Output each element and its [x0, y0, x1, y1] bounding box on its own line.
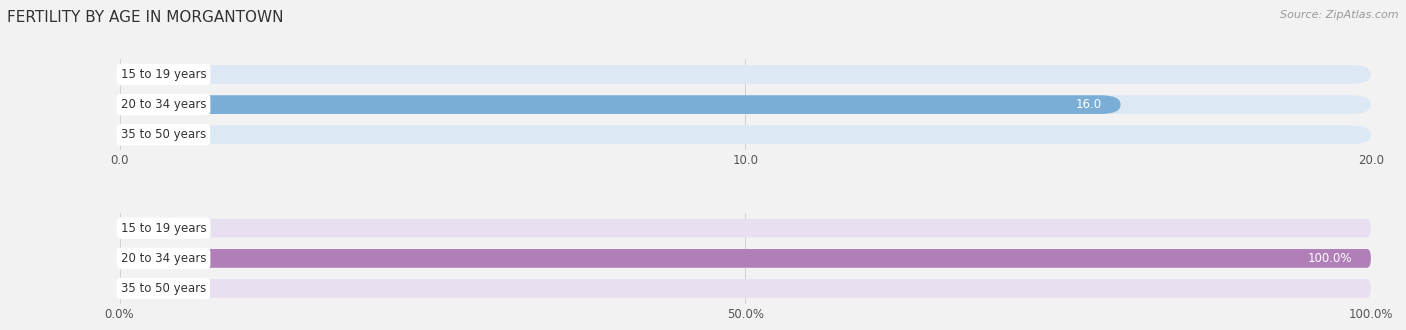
Text: 0.0: 0.0 — [142, 128, 160, 141]
FancyBboxPatch shape — [120, 249, 1371, 268]
Text: 0.0%: 0.0% — [142, 282, 172, 295]
Text: 0.0: 0.0 — [142, 68, 160, 81]
FancyBboxPatch shape — [120, 219, 1371, 238]
Text: 0.0%: 0.0% — [142, 222, 172, 235]
Text: 35 to 50 years: 35 to 50 years — [121, 128, 207, 141]
Text: 100.0%: 100.0% — [1308, 252, 1353, 265]
Text: FERTILITY BY AGE IN MORGANTOWN: FERTILITY BY AGE IN MORGANTOWN — [7, 10, 284, 25]
FancyBboxPatch shape — [120, 95, 1371, 114]
FancyBboxPatch shape — [120, 249, 1371, 268]
Text: 15 to 19 years: 15 to 19 years — [121, 222, 207, 235]
FancyBboxPatch shape — [120, 65, 1371, 84]
FancyBboxPatch shape — [120, 279, 1371, 298]
Text: 16.0: 16.0 — [1076, 98, 1102, 111]
FancyBboxPatch shape — [120, 95, 1121, 114]
Text: 20 to 34 years: 20 to 34 years — [121, 98, 207, 111]
Text: 35 to 50 years: 35 to 50 years — [121, 282, 207, 295]
Text: Source: ZipAtlas.com: Source: ZipAtlas.com — [1281, 10, 1399, 20]
Text: 20 to 34 years: 20 to 34 years — [121, 252, 207, 265]
Text: 15 to 19 years: 15 to 19 years — [121, 68, 207, 81]
FancyBboxPatch shape — [120, 125, 1371, 144]
